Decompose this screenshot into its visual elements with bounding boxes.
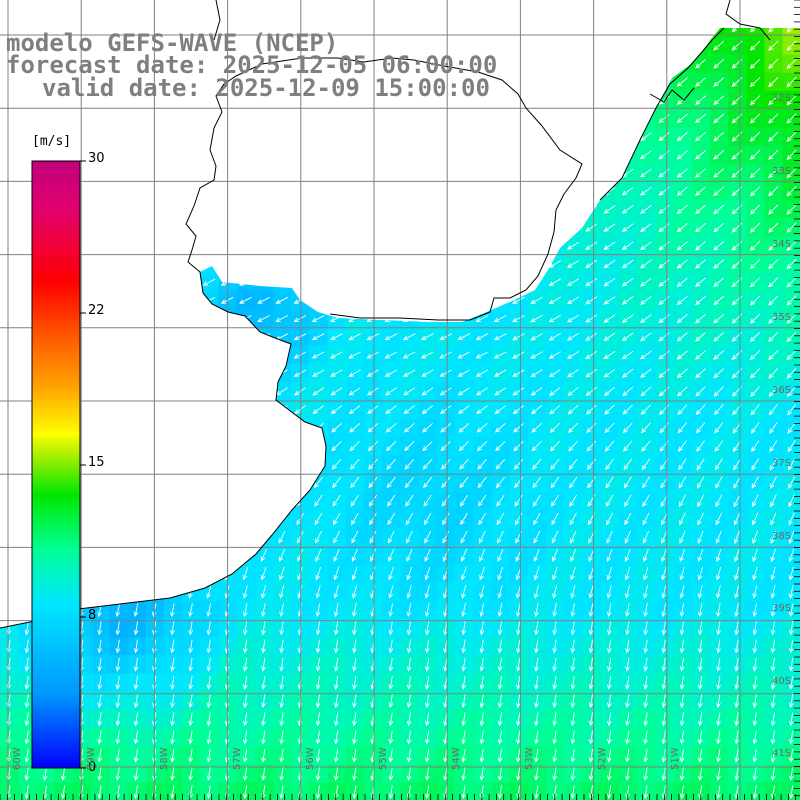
- lon-label: 52W: [597, 747, 608, 770]
- map-title-valid-date: valid date: 2025-12-09 15:00:00: [42, 74, 490, 102]
- wind-arrow: [749, 58, 761, 69]
- wind-arrow: [786, 58, 797, 70]
- lat-label: 39S: [772, 603, 792, 614]
- lon-label: 54W: [451, 747, 462, 770]
- lat-label: 33S: [772, 166, 792, 177]
- colorbar-tick-label: 15: [88, 455, 105, 470]
- colorbar-tick-label: 30: [88, 151, 105, 166]
- wind-arrow: [768, 58, 779, 70]
- wind-arrow: [713, 40, 725, 51]
- wind-speed-cell: [728, 28, 747, 37]
- wind-arrow: [695, 59, 706, 69]
- lon-label: 58W: [159, 747, 170, 770]
- wind-arrow: [768, 40, 779, 51]
- lat-label: 32S: [772, 93, 792, 104]
- wind-arrow: [713, 59, 725, 69]
- wind-arrow: [768, 28, 779, 33]
- lon-label: 55W: [378, 747, 389, 770]
- wind-speed-cell: [746, 28, 765, 37]
- colorbar-gradient: [31, 160, 81, 769]
- lat-label: 34S: [772, 239, 792, 250]
- lat-label: 38S: [772, 531, 792, 542]
- wind-arrow: [786, 28, 797, 33]
- colorbar-unit: [m/s]: [32, 134, 72, 149]
- lon-label: 57W: [232, 747, 243, 770]
- lat-label: 37S: [772, 458, 792, 469]
- wind-speed-cell: [764, 28, 784, 37]
- wind-arrow: [749, 40, 761, 51]
- lon-label: 53W: [524, 747, 535, 770]
- lat-label: 35S: [772, 312, 792, 323]
- wind-speed-cell: [782, 28, 800, 37]
- lat-label: 36S: [772, 385, 792, 396]
- lon-label: 60W: [12, 747, 23, 770]
- lon-label: 56W: [305, 747, 316, 770]
- lat-label: 41S: [772, 748, 792, 759]
- lon-label: 59W: [86, 747, 97, 770]
- lon-label: 51W: [670, 747, 681, 770]
- colorbar-tick-label: 22: [88, 303, 105, 318]
- wind-arrow: [786, 40, 797, 51]
- wind-arrow: [731, 28, 743, 33]
- wind-arrow: [749, 28, 761, 33]
- lat-label: 40S: [772, 676, 792, 687]
- colorbar-tick-label: 8: [88, 608, 97, 623]
